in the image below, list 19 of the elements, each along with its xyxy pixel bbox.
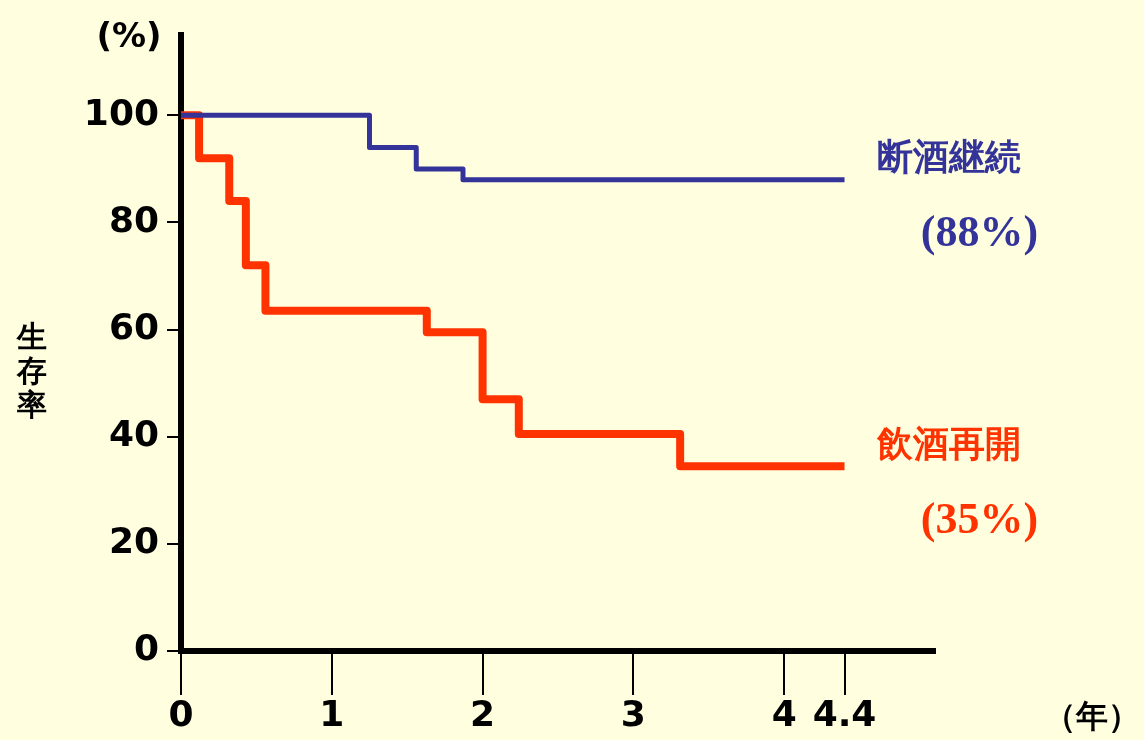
x-tick-label: 0 xyxy=(168,692,194,734)
series-label: 断酒継続 xyxy=(876,135,1021,177)
x-tick-label: 3 xyxy=(620,692,646,734)
y-tick-label: 20 xyxy=(108,520,159,562)
annotation: (88%) xyxy=(920,206,1039,256)
y-tick-label: 100 xyxy=(83,91,159,133)
y-axis-title: 生存率 xyxy=(16,318,47,422)
series-label: 飲酒再開 xyxy=(875,422,1021,464)
x-tick-label: 1 xyxy=(319,692,345,734)
x-tick-label: 2 xyxy=(470,692,496,734)
x-axis-title: （年） xyxy=(1044,697,1140,736)
y-tick-label: 40 xyxy=(108,413,159,455)
x-tick-label: 4.4 xyxy=(812,692,877,734)
annotation: (35%) xyxy=(920,493,1039,543)
text: (%) xyxy=(96,14,162,55)
y-tick-label: 80 xyxy=(108,198,159,240)
y-tick-label: 0 xyxy=(133,627,159,669)
y-tick-label: 60 xyxy=(108,305,159,347)
x-tick-label: 4 xyxy=(771,692,797,734)
